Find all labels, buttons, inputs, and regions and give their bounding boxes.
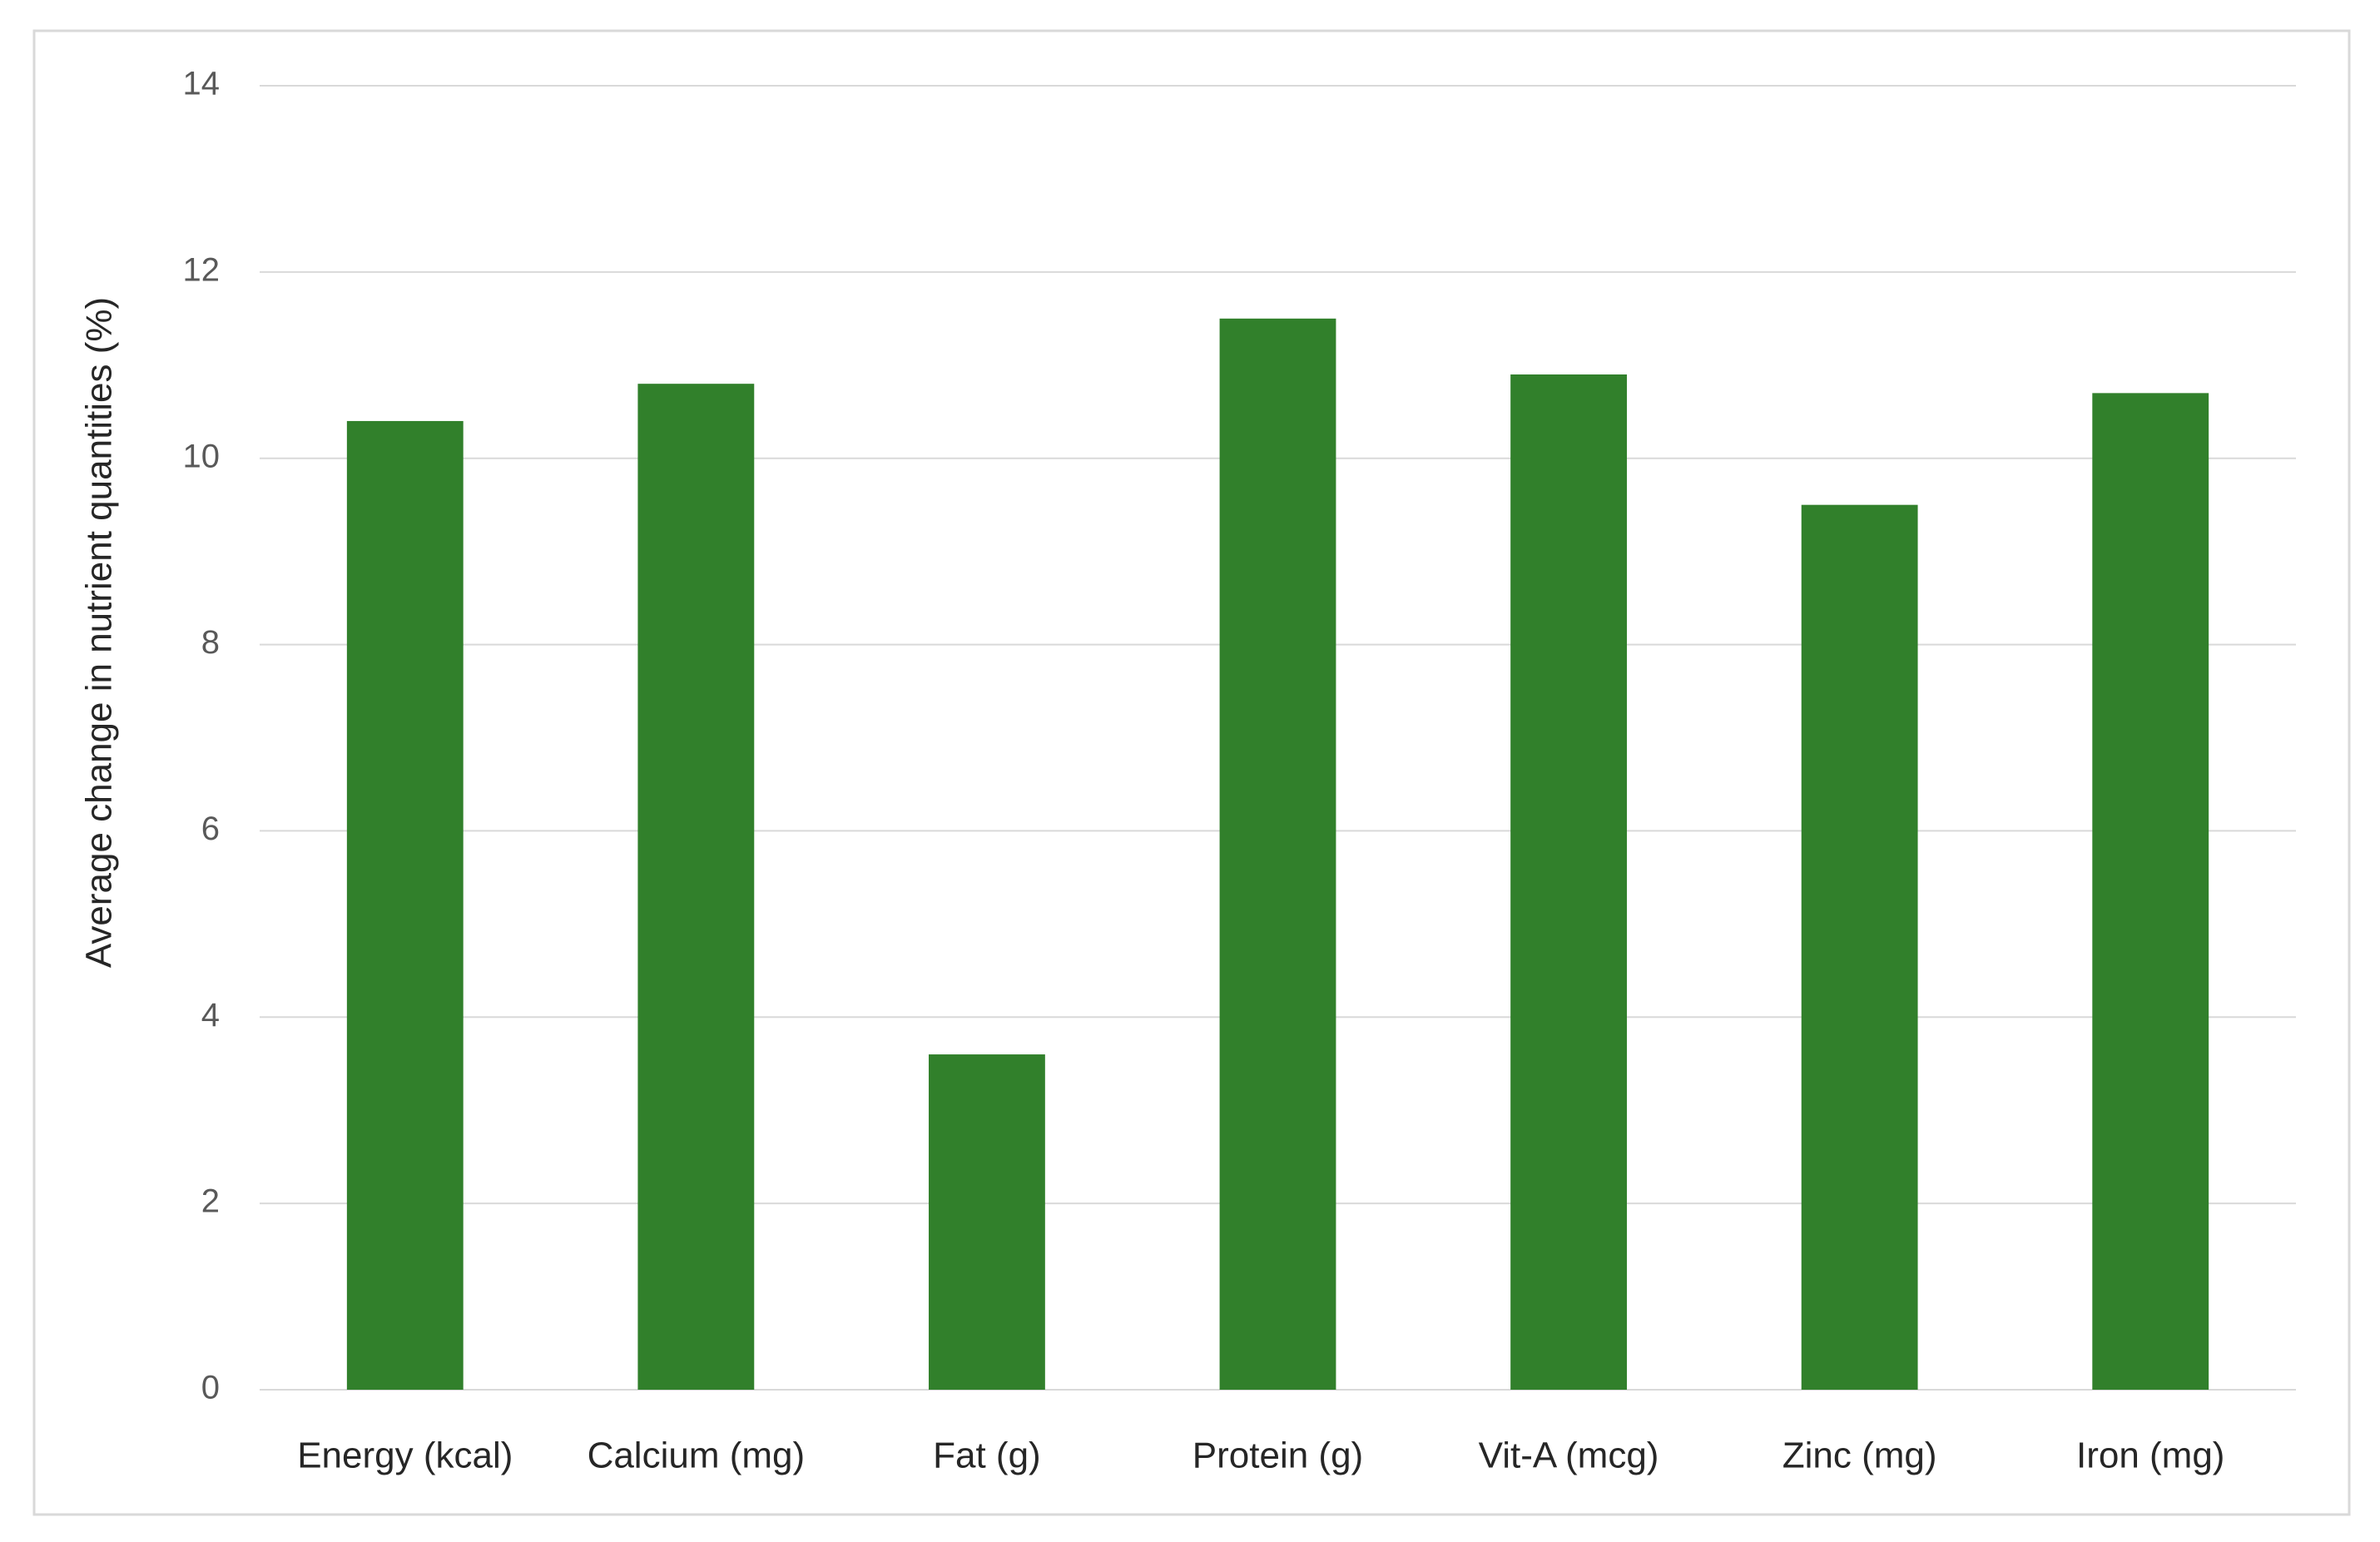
y-tick-label: 6 xyxy=(201,811,220,847)
y-tick-label: 14 xyxy=(183,66,221,102)
x-tick-label: Energy (kcal) xyxy=(297,1435,513,1476)
y-axis-title: Average change in nutrient quantities (%… xyxy=(79,297,120,968)
bar xyxy=(929,1054,1045,1390)
y-tick-label: 4 xyxy=(201,997,220,1034)
y-tick-label: 8 xyxy=(201,624,220,661)
x-tick-label: Protein (g) xyxy=(1192,1435,1363,1476)
x-tick-label: Calcium (mg) xyxy=(588,1435,806,1476)
y-tick-label: 10 xyxy=(183,438,221,474)
bar xyxy=(1801,504,1918,1390)
y-tick-label: 12 xyxy=(183,251,221,288)
bar xyxy=(1510,374,1627,1391)
x-tick-label: Fat (g) xyxy=(933,1435,1041,1476)
bar xyxy=(346,420,464,1390)
bar xyxy=(637,384,755,1391)
bar xyxy=(1219,318,1336,1391)
y-tick-label: 2 xyxy=(201,1183,220,1220)
x-tick-label: Vit-A (mcg) xyxy=(1479,1435,1659,1476)
y-tick-label: 0 xyxy=(201,1370,220,1406)
bar xyxy=(2092,393,2209,1391)
x-tick-label: Iron (mg) xyxy=(2076,1435,2224,1476)
x-tick-label: Zinc (mg) xyxy=(1783,1435,1937,1476)
